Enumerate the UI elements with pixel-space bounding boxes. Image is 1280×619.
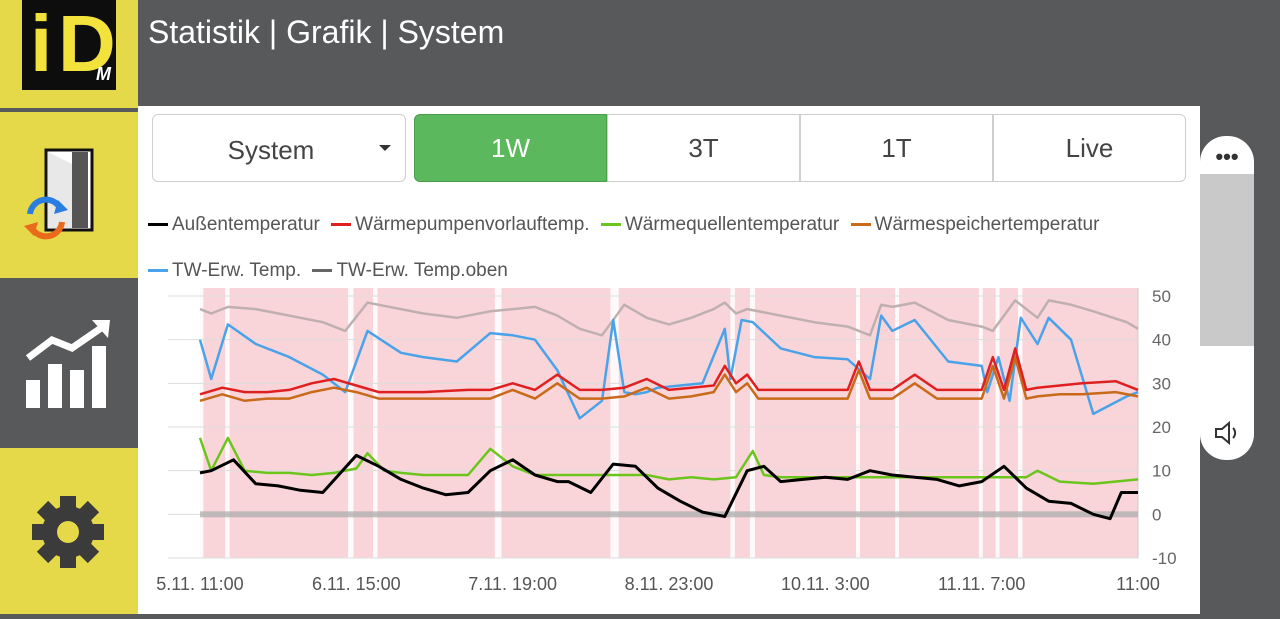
logo-letter-i: i [30,0,53,88]
idle-band [995,288,1000,558]
y-tick-label: 30 [1152,374,1171,393]
chart-grid [168,288,1139,559]
sidebar: i D M [0,0,138,614]
legend-label: Wärmepumpenvorlauftemp. [355,214,590,235]
x-axis: 5.11. 11:00 6.11. 15:00 7.11. 19:00 8.11. 2… [156,574,1160,594]
legend-label: TW-Erw. Temp. [172,260,302,281]
x-tick-label: 10.11. 3:00 [781,574,870,594]
chart-legend: Außentemperatur Wärmepumpenvorlauftemp. … [148,202,1198,294]
legend-item[interactable]: Wärmequellentemperatur [600,202,840,248]
series-line-3 [198,436,1139,486]
legend-label: Wärmespeichertemperatur [874,214,1100,235]
y-tick-label: 0 [1152,505,1161,524]
series-line-5 [198,314,1139,420]
legend-item[interactable]: TW-Erw. Temp. [148,248,301,294]
idle-band [347,288,354,558]
y-axis: 50 40 30 20 10 0 -10 [1152,287,1177,568]
legend-label: Außentemperatur [172,214,320,235]
series-line-1 [199,453,1138,521]
x-tick-label: 11:00 [1116,574,1160,594]
page-title: Statistik | Grafik | System [148,14,505,50]
idle-band [856,288,860,558]
nav-item-system-overview[interactable] [0,112,138,278]
range-tab-3t[interactable]: 3T [607,114,800,182]
idle-band [225,288,230,558]
series-line-4 [199,355,1139,403]
idle-band [978,288,983,558]
chart-growth-icon [25,320,110,408]
logo-letter-m: M [96,64,111,84]
speaker-icon [1215,420,1237,446]
gear-icon [32,496,104,568]
legend-item[interactable]: Wärmespeichertemperatur [850,202,1100,248]
x-tick-label: 6.11. 15:00 [312,574,401,594]
legend-label: Wärmequellentemperatur [624,214,840,235]
y-tick-label: -10 [1152,549,1177,568]
x-tick-label: 8.11. 23:00 [625,574,714,594]
legend-item[interactable]: Wärmepumpenvorlauftemp. [331,202,590,248]
heat-pump-icon [24,148,94,240]
view-select[interactable]: System [152,114,406,182]
y-tick-label: 40 [1152,331,1171,350]
range-tab-1w[interactable]: 1W [414,114,607,182]
series-line-2 [199,347,1139,396]
range-tab-1t[interactable]: 1T [800,114,993,182]
idle-band [494,288,502,558]
idle-band [1017,288,1023,558]
series-line-6 [199,299,1139,337]
idle-band [895,288,900,558]
idle-band [373,288,378,558]
temperature-chart: 50 40 30 20 10 0 -10 5.11. 11:00 6.11. 15:00 7.1… [156,287,1177,594]
baseline-bar [200,511,1138,518]
idle-band [610,288,619,558]
page-header: Statistik | Grafik | System [138,0,1280,106]
y-tick-label: 20 [1152,418,1171,437]
volume-level-bar[interactable] [1200,174,1254,346]
legend-label: TW-Erw. Temp.oben [336,260,508,281]
idle-band [730,288,735,558]
x-tick-label: 7.11. 19:00 [468,574,557,594]
brand-logo: i D M [22,0,116,90]
x-tick-label: 5.11. 11:00 [156,574,243,594]
y-tick-label: 10 [1152,462,1171,481]
chevron-down-icon [379,145,391,151]
x-tick-label: 11.11. 7:00 [938,574,1025,594]
logo-letter-d: D [58,0,116,88]
nav-item-statistics[interactable] [0,282,138,444]
legend-item[interactable]: Außentemperatur [148,202,320,248]
idle-band [200,288,204,558]
more-icon[interactable]: ••• [1215,144,1239,169]
chart-series [198,299,1139,521]
legend-item[interactable]: TW-Erw. Temp.oben [312,248,508,294]
y-tick-label: 50 [1152,287,1171,306]
idle-band [749,288,755,558]
logo-cell: i D M [0,0,138,108]
volume-panel[interactable]: ••• [1200,136,1254,460]
view-select-value: System [227,135,315,165]
nav-item-settings[interactable] [0,448,138,614]
range-tab-live[interactable]: Live [993,114,1186,182]
